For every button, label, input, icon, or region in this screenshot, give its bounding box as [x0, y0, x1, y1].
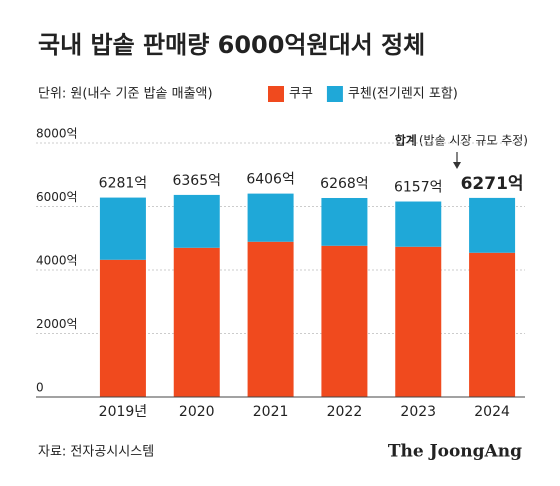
bar-segment [395, 201, 442, 247]
bar-segment [247, 241, 294, 397]
source: 자료: 전자공시시스템 [38, 445, 154, 460]
annotation-arrowhead [453, 162, 461, 169]
x-tick-label: 2020 [179, 404, 215, 420]
bar-segment [469, 197, 516, 253]
x-tick-label: 2021 [253, 404, 289, 420]
x-tick-label: 2024 [474, 404, 510, 420]
x-tick-label: 2023 [400, 404, 436, 420]
total-label: 6406억 [246, 172, 295, 188]
legend: 쿠쿠 쿠첸(전기렌지 포함) [268, 86, 458, 102]
bar-segment [469, 252, 516, 397]
bar-segment [173, 247, 220, 397]
y-tick-label: 0 [36, 381, 44, 395]
y-tick-label: 8000억 [36, 127, 78, 141]
bar-segment [395, 246, 442, 397]
y-tick-label: 4000억 [36, 254, 78, 268]
bar-segment [321, 197, 368, 246]
bar-segment [173, 194, 220, 248]
total-label: 6365억 [172, 173, 221, 189]
bar-segment [247, 193, 294, 242]
x-tick-label: 2022 [327, 404, 363, 420]
legend-swatch [326, 86, 343, 102]
y-tick-label: 6000억 [36, 190, 78, 204]
legend-label: 쿠첸(전기렌지 포함) [348, 87, 458, 102]
total-label: 6157억 [394, 180, 443, 196]
brand: The JoongAng [388, 442, 522, 462]
x-tick-label: 2019년 [99, 404, 148, 420]
y-tick-label: 2000억 [36, 317, 78, 331]
chart-title: 국내 밥솥 판매량 6000억원대서 정체 [38, 31, 425, 59]
legend-swatch [268, 86, 284, 102]
total-label: 6281억 [99, 176, 148, 192]
total-label: 6271억 [461, 174, 524, 194]
annotation-bold: 합계 [395, 133, 417, 148]
subtitle: 단위: 원(내수 기준 밥솥 매출액) [38, 87, 213, 102]
bar-segment [99, 259, 146, 397]
bar-segment [321, 245, 368, 397]
total-label: 6268억 [320, 176, 369, 192]
bar-segment [99, 197, 146, 260]
annotation: (밥솥 시장 규모 추정) [419, 134, 528, 148]
legend-label: 쿠쿠 [289, 87, 313, 102]
